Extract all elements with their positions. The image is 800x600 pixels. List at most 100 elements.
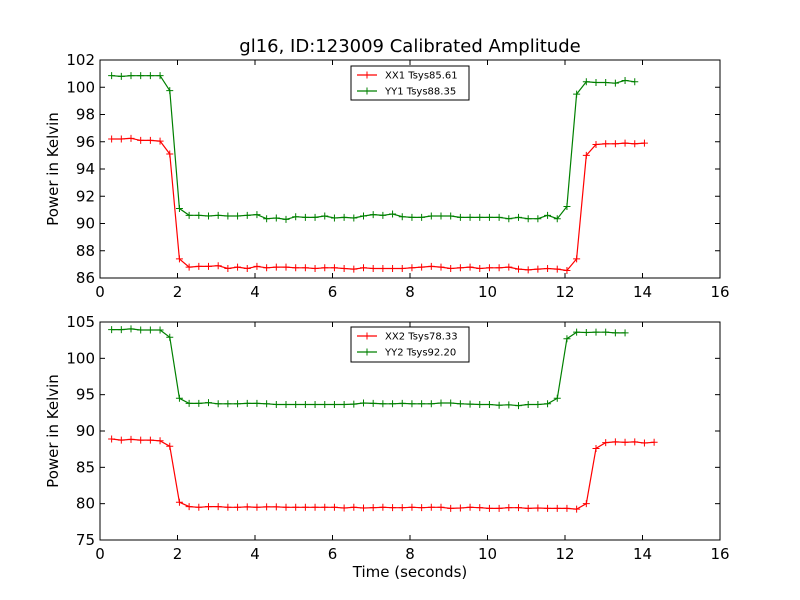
data-point [515, 504, 522, 512]
data-point [418, 263, 426, 271]
data-point [311, 264, 319, 272]
data-point [369, 399, 377, 407]
x-tick-label: 10 [478, 545, 497, 563]
data-point [621, 329, 629, 337]
data-point [398, 264, 406, 272]
data-point [389, 264, 397, 272]
y-tick-label: 92 [76, 187, 95, 205]
data-point [418, 400, 426, 408]
legend: XX2 Tsys78.33 YY2 Tsys92.20 [350, 326, 470, 363]
data-point [243, 503, 251, 511]
y-tick-label: 86 [76, 269, 95, 287]
data-point [611, 329, 619, 337]
data-point [224, 503, 232, 511]
legend-entry: XX1 Tsys85.61 [385, 71, 458, 82]
data-point [524, 400, 532, 408]
data-point [185, 211, 193, 219]
data-point [621, 438, 629, 446]
data-point [456, 400, 464, 408]
x-tick-label: 6 [328, 283, 338, 301]
data-point [263, 215, 271, 223]
data-point [205, 503, 212, 511]
x-tick-label: 16 [710, 545, 729, 563]
x-tick-label: 4 [250, 283, 260, 301]
data-point [360, 399, 367, 407]
data-point [592, 444, 600, 452]
data-point [611, 79, 619, 87]
data-point [234, 400, 242, 408]
data-point [573, 255, 581, 263]
bottom-panel: 0 2 4 6 8 10 12 14 16 75 80 85 90 95 100 105 Power in Ke… [44, 313, 730, 581]
data-point [456, 213, 464, 221]
x-tick-label: 0 [95, 545, 105, 563]
y-tick-label: 90 [76, 215, 95, 233]
data-point [456, 264, 464, 272]
data-point [127, 435, 135, 443]
data-point [137, 326, 145, 334]
data-point [544, 400, 552, 408]
legend-entry: YY1 Tsys88.35 [384, 87, 456, 98]
data-point [195, 399, 203, 407]
data-point [524, 215, 532, 223]
data-point [466, 263, 474, 271]
data-point [427, 503, 435, 511]
data-point [582, 500, 590, 508]
data-point [253, 211, 261, 219]
data-point [544, 504, 552, 512]
data-point [166, 87, 174, 95]
data-point [437, 212, 445, 220]
data-point [592, 328, 600, 336]
data-point [117, 436, 125, 444]
data-point [427, 262, 435, 270]
data-point [476, 504, 484, 512]
data-point [292, 264, 300, 272]
data-point [447, 504, 455, 512]
series-line-1 [111, 137, 645, 272]
legend-swatch-marker [363, 348, 371, 356]
data-point [185, 503, 193, 511]
x-tick-label: 6 [328, 545, 338, 563]
data-point [263, 503, 271, 511]
data-point [650, 438, 658, 446]
data-point [301, 264, 309, 272]
data-point [185, 399, 193, 407]
series-line-1 [111, 438, 655, 510]
data-point [205, 262, 212, 270]
legend-entry: XX2 Tsys78.33 [385, 332, 458, 343]
data-point [282, 503, 290, 511]
data-point [389, 504, 397, 512]
data-point [330, 264, 338, 272]
data-point [534, 400, 542, 408]
data-point [505, 215, 513, 223]
data-point [146, 436, 154, 444]
data-point [117, 72, 125, 80]
data-point [602, 439, 610, 447]
data-point [214, 262, 222, 270]
x-tick-label: 12 [555, 283, 574, 301]
x-tick-label: 4 [250, 545, 260, 563]
series-markers-2 [108, 325, 629, 410]
y-tick-label: 80 [76, 495, 95, 513]
data-point [156, 72, 164, 80]
legend: XX1 Tsys85.61 YY1 Tsys88.35 [350, 65, 470, 101]
data-point [379, 503, 387, 511]
data-point [166, 150, 174, 158]
y-axis-label: Power in Kelvin [44, 112, 62, 226]
y-tick-label: 105 [66, 313, 95, 331]
x-tick-label: 8 [405, 545, 415, 563]
y-axis-label: Power in Kelvin [44, 374, 62, 488]
data-point [369, 211, 377, 219]
data-point [495, 401, 503, 409]
top-panel: 0 2 4 6 8 10 12 14 16 86 88 90 92 94 96 98 100 102 gl16, I… [44, 36, 730, 301]
data-point [234, 503, 242, 511]
data-point [195, 503, 203, 511]
data-point [447, 399, 455, 407]
data-point [418, 504, 426, 512]
data-point [146, 326, 154, 334]
x-tick-label: 12 [555, 545, 574, 563]
data-point [127, 134, 135, 142]
data-point [272, 214, 280, 222]
data-point [485, 213, 493, 221]
data-point [505, 401, 513, 409]
data-point [360, 212, 367, 220]
